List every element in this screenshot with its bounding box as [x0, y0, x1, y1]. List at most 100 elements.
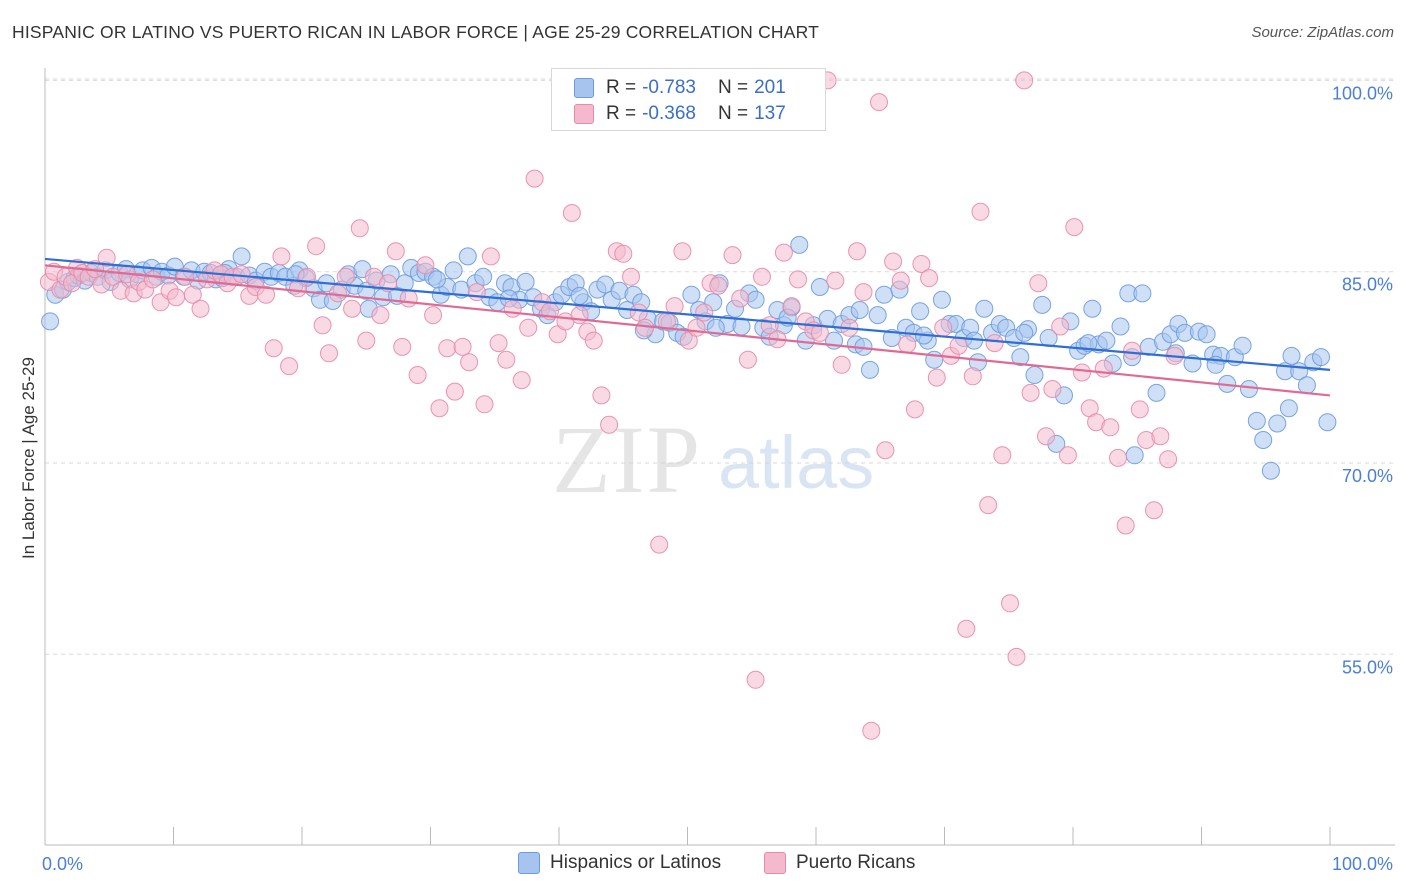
puerto-rican-point — [584, 331, 603, 350]
hispanic-point — [1197, 325, 1216, 344]
hispanic-point — [516, 272, 535, 291]
hispanic-point — [868, 306, 887, 325]
puerto-rican-points — [39, 71, 1184, 740]
puerto-rican-point — [905, 400, 924, 419]
hispanic-point — [850, 301, 869, 319]
hispanic-point — [1318, 413, 1337, 432]
puerto-rican-point — [1094, 359, 1113, 378]
puerto-rican-point — [97, 248, 116, 267]
puerto-rican-point — [336, 267, 355, 286]
puerto-rican-point — [600, 415, 619, 434]
axes — [44, 68, 1395, 846]
puerto-rican-point — [738, 350, 757, 369]
legend-label-puerto-rican: Puerto Ricans — [796, 852, 916, 873]
r-value-hispanic: -0.783 — [642, 77, 696, 98]
hispanic-point — [1254, 431, 1273, 449]
puerto-rican-point — [143, 270, 162, 289]
puerto-rican-point — [1065, 218, 1084, 237]
hispanic-point — [1083, 299, 1102, 318]
puerto-rican-point — [826, 271, 845, 290]
x-tick-label: 100.0% — [1332, 854, 1393, 874]
stats-box: R = -0.783 N = 201 R = -0.368 N = 137 — [551, 68, 826, 131]
hispanic-point — [1312, 348, 1330, 367]
puerto-rican-point — [460, 353, 479, 372]
puerto-rican-point — [343, 299, 362, 318]
puerto-rican-point — [782, 297, 801, 316]
puerto-rican-point — [357, 331, 376, 350]
hispanic-point — [232, 247, 251, 266]
watermark: ZIP atlas — [552, 406, 874, 513]
puerto-rican-point — [636, 318, 655, 337]
tick-labels: 55.0% 70.0% 85.0% 100.0% 0.0% 100.0% — [42, 83, 1393, 874]
puerto-rican-point — [264, 339, 283, 358]
puerto-rican-point — [810, 323, 829, 342]
hispanic-point — [427, 270, 446, 289]
puerto-rican-point — [862, 721, 881, 740]
puerto-rican-point — [1037, 427, 1055, 446]
hispanic-point — [1279, 399, 1298, 418]
hispanic-point — [810, 278, 829, 296]
puerto-rican-swatch — [574, 104, 594, 124]
puerto-rican-point — [445, 382, 464, 401]
puerto-rican-point — [673, 242, 692, 261]
hispanic-point — [1247, 411, 1266, 430]
y-tick-label: 55.0% — [1342, 657, 1393, 677]
y-tick-label: 100.0% — [1332, 83, 1393, 103]
hispanic-point — [1097, 331, 1116, 350]
puerto-rican-point — [393, 337, 412, 356]
puerto-rican-point — [519, 318, 538, 337]
puerto-rican-point — [971, 202, 990, 221]
puerto-rican-point — [789, 270, 807, 289]
hispanic-point — [1240, 380, 1258, 398]
puerto-rican-point — [774, 243, 793, 262]
hispanic-point — [1011, 348, 1030, 367]
puerto-rican-point — [731, 289, 750, 308]
hispanic-point — [1025, 366, 1044, 384]
hispanic-point — [1268, 414, 1287, 433]
hispanic-point — [682, 285, 701, 304]
puerto-rican-point — [430, 399, 449, 418]
trend-lines — [44, 257, 1331, 397]
hispanic-point — [861, 360, 879, 379]
puerto-rican-trend-line — [44, 264, 1331, 397]
r-label: R = — [606, 103, 637, 124]
legend-swatch-puerto-rican — [764, 852, 786, 874]
hispanic-trend-line — [44, 257, 1331, 371]
puerto-rican-point — [622, 267, 640, 286]
puerto-rican-point — [167, 288, 186, 307]
legend-item-hispanic: Hispanics or Latinos — [518, 852, 721, 874]
puerto-rican-point — [949, 336, 968, 355]
puerto-rican-point — [870, 93, 888, 112]
puerto-rican-point — [1001, 594, 1019, 613]
puerto-rican-point — [695, 303, 714, 322]
puerto-rican-point — [1101, 418, 1120, 437]
puerto-rican-point — [562, 204, 581, 222]
hispanic-point — [1033, 295, 1052, 314]
puerto-rican-point — [934, 318, 953, 337]
puerto-rican-point — [898, 335, 917, 354]
hispanic-point — [474, 267, 493, 286]
puerto-rican-point — [687, 318, 706, 337]
puerto-rican-point — [475, 395, 494, 414]
puerto-rican-point — [614, 244, 633, 263]
puerto-rican-point — [753, 267, 771, 286]
hispanic-point — [1233, 336, 1252, 355]
puerto-rican-point — [481, 247, 500, 266]
puerto-rican-point — [408, 366, 427, 384]
puerto-rican-point — [1051, 317, 1070, 336]
hispanic-point — [570, 286, 589, 305]
puerto-rican-point — [709, 276, 728, 295]
n-label: N = — [717, 77, 749, 98]
puerto-rican-point — [629, 303, 648, 322]
puerto-rican-point — [1029, 274, 1048, 293]
stats-row-hispanic: R = -0.783 N = 201 — [574, 75, 786, 101]
puerto-rican-point — [453, 337, 472, 356]
puerto-rican-point — [313, 316, 332, 335]
hispanic-point — [882, 329, 901, 347]
puerto-rican-point — [832, 355, 851, 374]
hispanic-point — [911, 302, 930, 321]
legend-item-puerto-rican: Puerto Ricans — [764, 852, 915, 874]
puerto-rican-point — [979, 496, 998, 515]
hispanic-point — [1133, 284, 1152, 303]
